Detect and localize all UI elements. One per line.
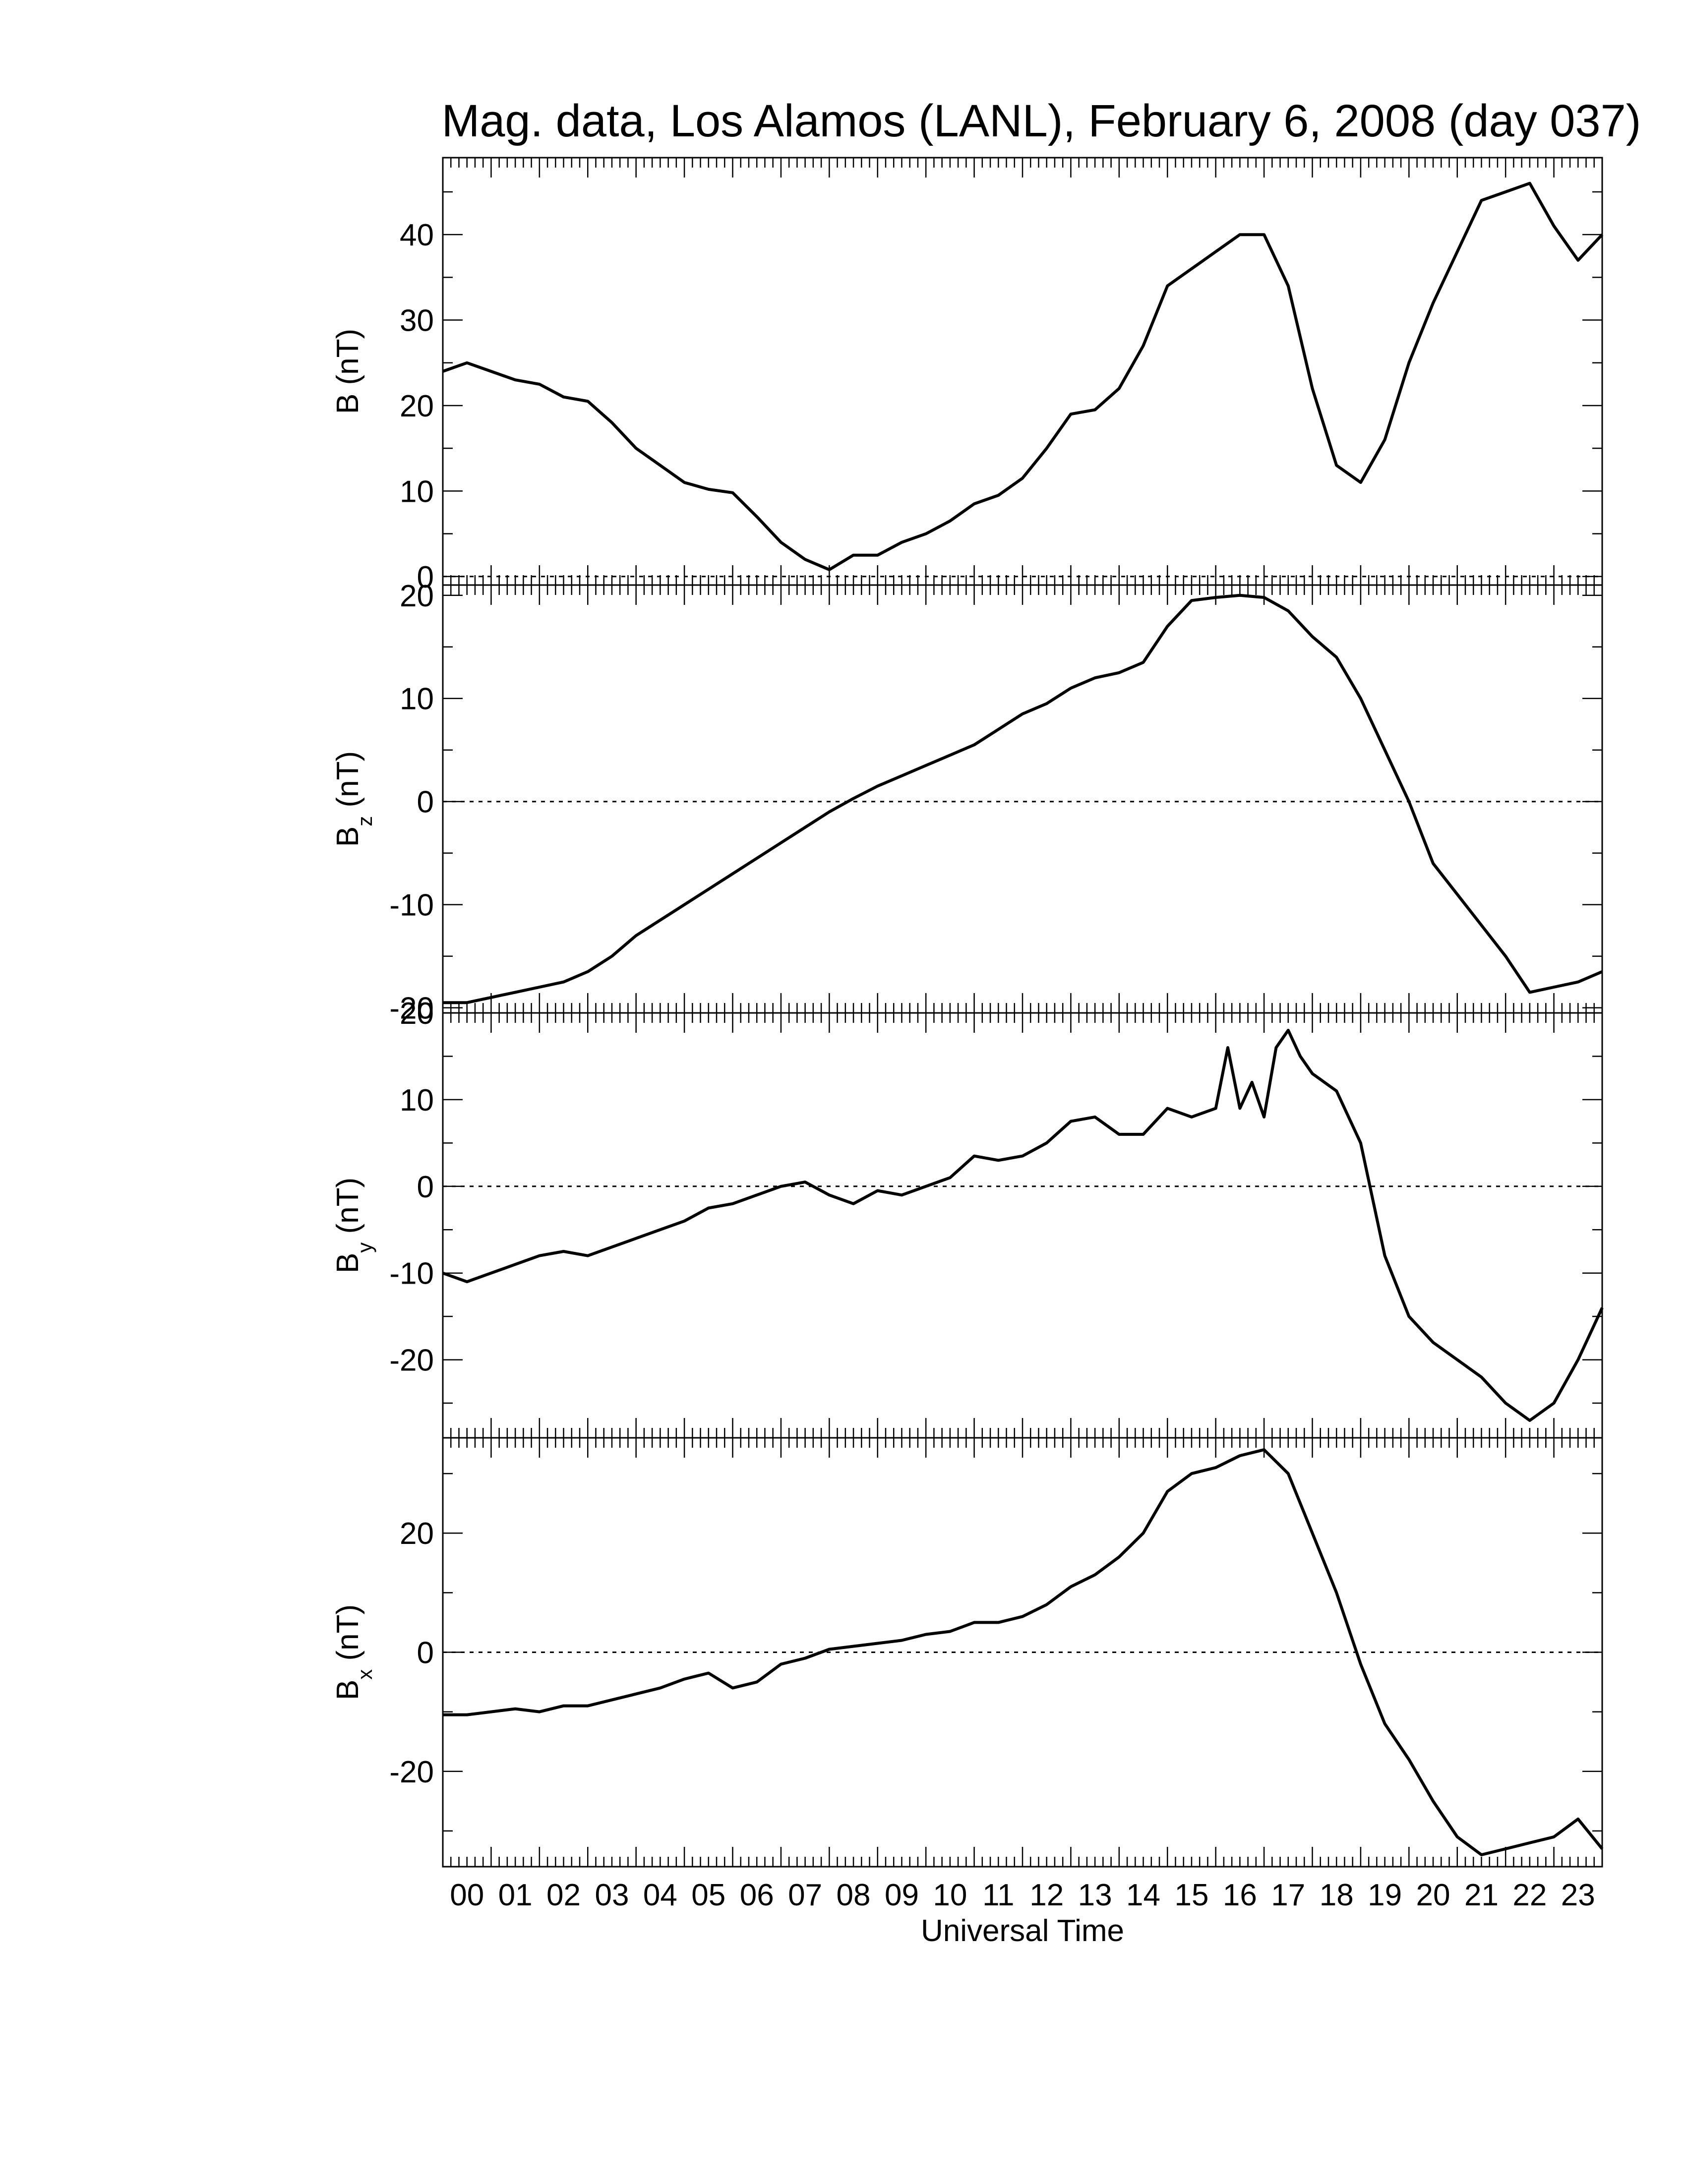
x-tick-label: 12: [1029, 1878, 1064, 1912]
x-tick-label: 19: [1368, 1878, 1402, 1912]
panel-1: -20 -10 0 10 20 Bz (nT): [331, 579, 1603, 1026]
y-tick-label: 20: [400, 579, 434, 613]
y-axis-label-subscript: z: [353, 816, 376, 826]
x-tick-label: 23: [1561, 1878, 1595, 1912]
y-axis-label-unit: (nT): [331, 1604, 365, 1669]
x-tick-label: 05: [691, 1878, 725, 1912]
y-tick-label: -20: [389, 992, 434, 1026]
panel-x-ticks: [442, 1438, 1603, 1867]
x-tick-label: 10: [933, 1878, 967, 1912]
x-tick-label: 20: [1416, 1878, 1450, 1912]
y-axis-label-main: B: [331, 826, 365, 847]
y-tick-label: 20: [400, 997, 434, 1031]
y-axis-label-unit: (nT): [331, 1178, 365, 1242]
y-tick-label: -20: [389, 1755, 434, 1789]
y-axis-label-main: B: [331, 394, 365, 414]
chart-title: Mag. data, Los Alamos (LANL), February 6…: [442, 96, 1641, 146]
y-axis-label-unit: (nT): [331, 751, 365, 816]
panel-2: -20 -10 0 10 20 By (nT): [331, 997, 1604, 1439]
x-tick-label: 15: [1174, 1878, 1208, 1912]
x-tick-label: 11: [982, 1878, 1014, 1912]
y-axis-label-subscript: y: [353, 1242, 376, 1253]
series-line-3: [443, 1448, 1604, 1856]
x-tick-label: 22: [1512, 1878, 1547, 1912]
y-axis-label-main: B: [331, 1680, 365, 1700]
y-tick-label: 30: [400, 304, 434, 338]
series-line-0: [442, 181, 1604, 571]
x-tick-label: 09: [885, 1878, 919, 1912]
y-axis-label: Bz (nT): [331, 751, 376, 847]
x-tick-label: 08: [837, 1878, 871, 1912]
x-tick-label: 13: [1078, 1878, 1112, 1912]
x-tick-label: 00: [450, 1878, 484, 1912]
y-axis-label-main: B: [331, 1253, 365, 1273]
panel-x-ticks: [442, 1013, 1603, 1438]
y-tick-label: 10: [400, 474, 434, 509]
y-tick-label: -10: [389, 888, 434, 923]
y-tick-label: 0: [417, 785, 434, 820]
y-axis-label: By (nT): [331, 1178, 376, 1273]
y-tick-label: 0: [417, 1170, 434, 1204]
y-axis-label-unit: (nT): [331, 329, 365, 394]
x-tick-label: 03: [595, 1878, 629, 1912]
y-axis-label: B (nT): [331, 329, 365, 414]
y-tick-label: 0: [417, 560, 434, 594]
panels-layer: 0 10 20 30 40 B (nT) -20 -10 0 10 20 Bz (nT) -20 -10 0…: [331, 157, 1604, 1868]
y-tick-label: -10: [389, 1257, 434, 1291]
panel-3: -20 0 20 Bx (nT): [331, 1437, 1604, 1868]
y-axis-label-subscript: x: [353, 1669, 376, 1680]
x-tick-label: 17: [1271, 1878, 1305, 1912]
panel-x-ticks: [442, 158, 1603, 585]
series-line-1: [443, 593, 1603, 1004]
x-tick-label: 01: [498, 1878, 533, 1912]
y-tick-label: 40: [400, 218, 434, 252]
panel-x-ticks: [442, 585, 1603, 1013]
series-line-2: [442, 1029, 1604, 1422]
x-tick-labels: 00 01 02 03 04 05 06 07 08 09 10 11 12 13 14 15 16 17 18 19…: [450, 1878, 1595, 1912]
panel-0: 0 10 20 30 40 B (nT): [331, 157, 1604, 594]
x-tick-label: 16: [1223, 1878, 1257, 1912]
y-tick-label: 10: [400, 682, 434, 716]
y-tick-label: 0: [417, 1636, 434, 1670]
x-tick-label: 07: [788, 1878, 822, 1912]
y-axis-label: Bx (nT): [331, 1604, 376, 1700]
x-tick-label: 02: [546, 1878, 581, 1912]
x-tick-label: 04: [643, 1878, 677, 1912]
x-axis-label: Universal Time: [921, 1914, 1124, 1948]
x-tick-label: 06: [740, 1878, 774, 1912]
y-tick-label: -20: [389, 1344, 434, 1378]
y-tick-label: 20: [400, 389, 434, 423]
x-tick-label: 18: [1320, 1878, 1354, 1912]
x-tick-label: 14: [1126, 1878, 1160, 1912]
y-tick-label: 20: [400, 1517, 434, 1551]
y-tick-label: 10: [400, 1083, 434, 1118]
x-tick-label: 21: [1464, 1878, 1499, 1912]
